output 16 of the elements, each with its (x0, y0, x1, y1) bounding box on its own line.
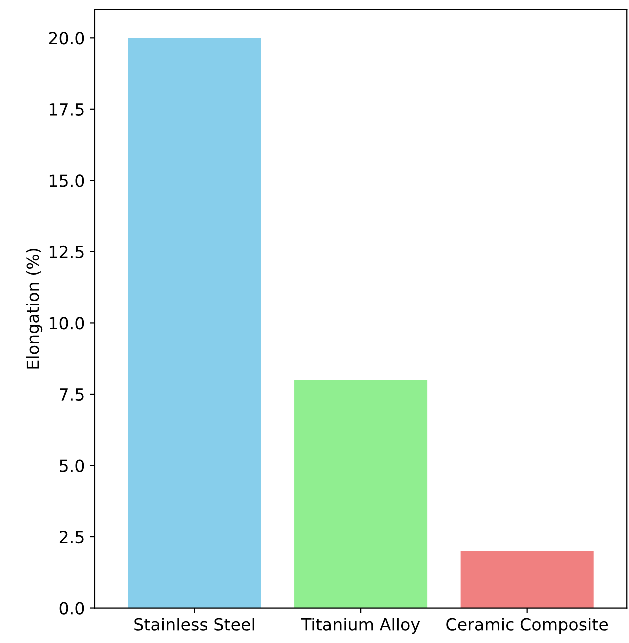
x-tick-label: Ceramic Composite (446, 618, 608, 634)
y-tick-label: 20.0 (49, 32, 84, 45)
x-tick-label: Stainless Steel (134, 618, 254, 631)
y-axis-title: Elongation (%) (26, 249, 43, 369)
y-tick-label: 10.0 (50, 317, 84, 330)
bar (460, 551, 594, 608)
bar (294, 380, 428, 608)
y-tick-label: 12.5 (50, 246, 84, 259)
y-tick-label: 7.5 (60, 388, 84, 402)
y-tick-label: 15.0 (50, 174, 84, 188)
bar (128, 38, 262, 608)
x-tick-label: Titanium Alloy (301, 618, 420, 634)
y-tick-label: 2.5 (60, 530, 84, 544)
y-tick-label: 0.0 (60, 602, 84, 615)
y-tick-label: 5.0 (60, 460, 84, 472)
y-tick-label: 17.5 (50, 104, 84, 116)
